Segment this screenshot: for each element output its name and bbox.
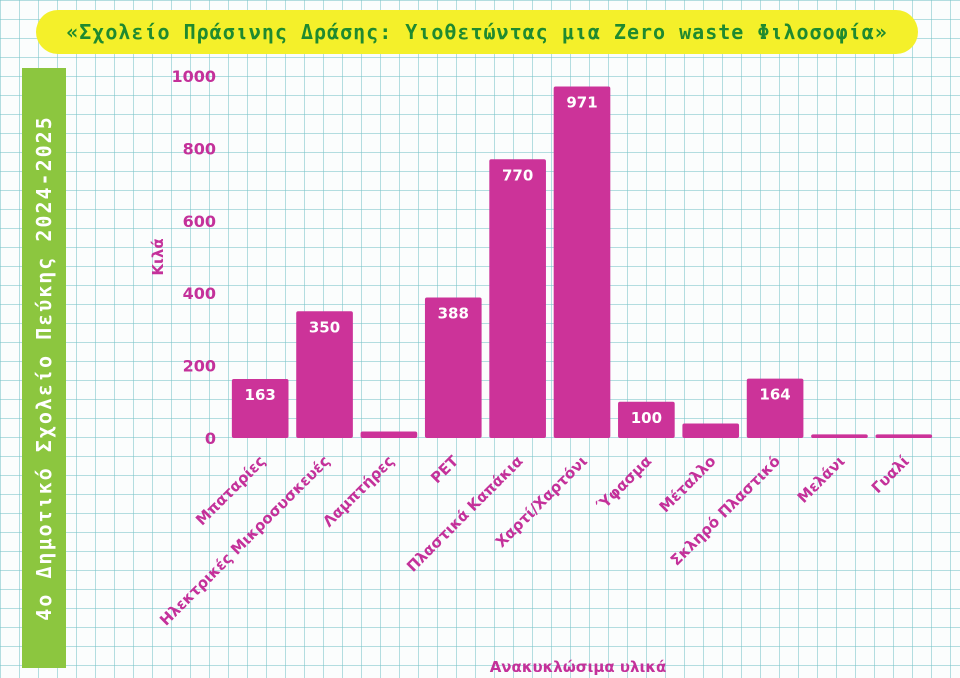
x-axis-title: Ανακυκλώσιμα υλικά — [490, 658, 667, 676]
bar-data-label: 770 — [502, 166, 533, 184]
x-tick-label: Μελάνι — [794, 452, 849, 507]
chart-title-banner: «Σχολείο Πράσινης Δράσης: Υιοθετώντας μι… — [36, 10, 918, 54]
bar — [553, 86, 611, 439]
y-axis-title: Κιλά — [149, 238, 167, 275]
x-tick-label: Μέταλλο — [656, 452, 720, 516]
y-tick-label: 800 — [183, 139, 216, 158]
school-side-banner: 4ο Δημοτικό Σχολείο Πεύκης 2024-2025 — [22, 68, 66, 668]
bar — [489, 159, 546, 438]
bar-data-label: 164 — [759, 386, 790, 404]
y-tick-label: 600 — [183, 212, 216, 231]
bar-data-label: 971 — [566, 93, 597, 111]
bar — [360, 431, 418, 438]
bar — [296, 311, 353, 438]
bar-data-label: 163 — [245, 386, 276, 404]
bar — [811, 434, 868, 438]
bar-data-label: 100 — [631, 409, 662, 427]
bar — [746, 378, 804, 438]
y-tick-label: 200 — [183, 357, 216, 376]
chart-title: «Σχολείο Πράσινης Δράσης: Υιοθετώντας μι… — [66, 20, 888, 44]
bar — [682, 423, 740, 438]
x-tick-label: Ύφασμα — [592, 452, 655, 515]
x-tick-label: Γυαλί — [868, 452, 913, 497]
y-tick-label: 400 — [183, 284, 216, 303]
bar — [618, 401, 675, 438]
bar — [875, 434, 933, 438]
y-tick-label: 1000 — [171, 67, 216, 86]
x-tick-label: Σκληρό Πλαστικό — [667, 452, 784, 569]
x-tick-label: Πλαστικά Καπάκια — [403, 452, 526, 575]
x-tick-label: PET — [427, 452, 463, 488]
bar — [231, 378, 289, 438]
bar-data-label: 388 — [438, 305, 469, 323]
bar-data-label: 350 — [309, 318, 340, 336]
bar — [424, 297, 482, 438]
y-tick-label: 0 — [205, 429, 216, 448]
